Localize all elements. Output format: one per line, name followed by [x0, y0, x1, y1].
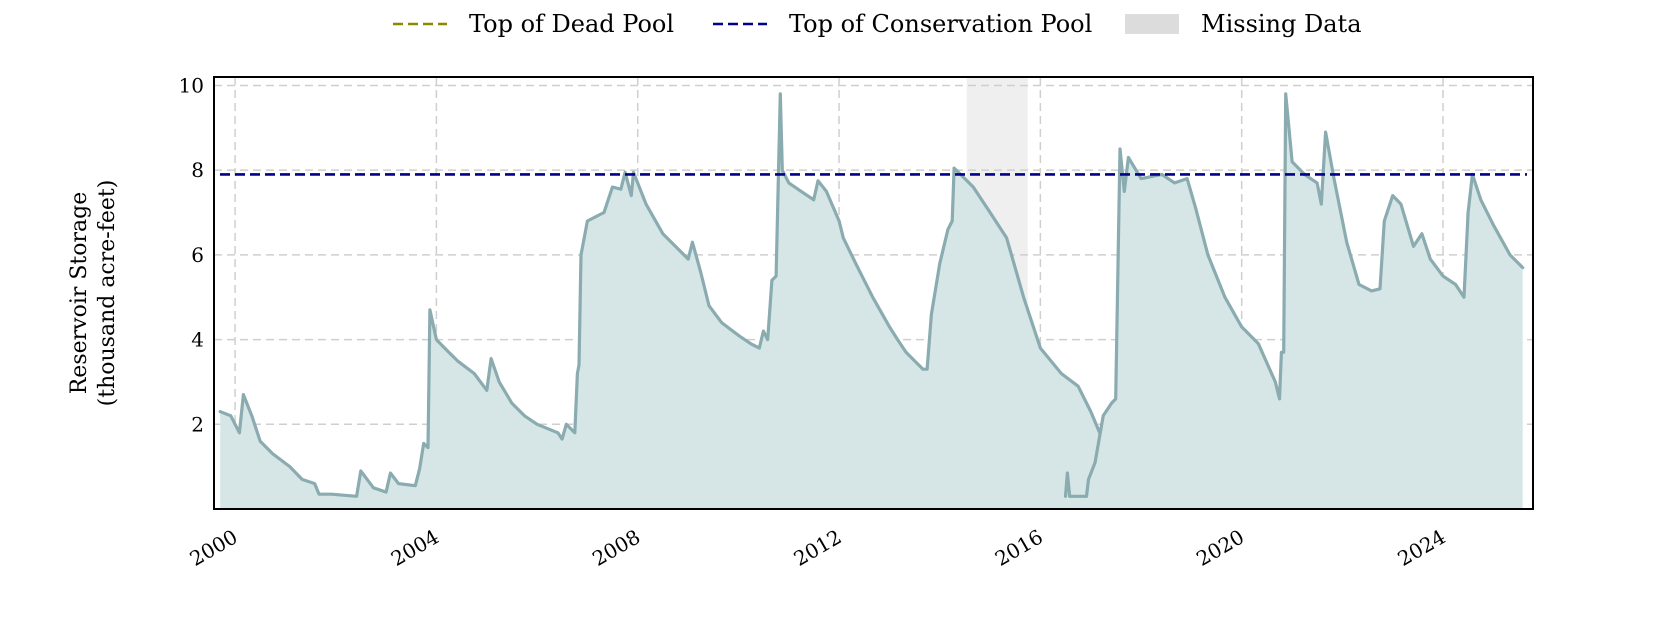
x-tick-label: 2016 [991, 525, 1047, 571]
y-tick-label: 6 [191, 243, 204, 267]
legend-label: Missing Data [1201, 10, 1362, 38]
y-tick-label: 2 [191, 412, 204, 436]
legend-label: Top of Conservation Pool [789, 10, 1092, 38]
y-axis-label-line: (thousand acre-feet) [95, 180, 120, 407]
y-tick-label: 4 [191, 328, 204, 352]
x-tick-label: 2012 [789, 525, 845, 571]
series-line [1063, 92, 1525, 498]
y-axis-label: Reservoir Storage (thousand acre-feet) [67, 180, 120, 407]
plot-frame [213, 76, 1534, 510]
y-tick-label: 10 [179, 73, 204, 97]
plot-area: 2 4 6 8 10 2000 2004 2008 2012 2016 2020 2024 [179, 73, 1534, 571]
series-area [220, 93, 1208, 510]
x-tick-label: 2004 [387, 525, 443, 571]
y-tick-label: 8 [191, 158, 204, 182]
x-tick-label: 2000 [185, 525, 241, 571]
x-tick-label: 2024 [1393, 525, 1449, 571]
x-tick-label: 2020 [1192, 525, 1248, 571]
legend-swatch-missing-data [1125, 14, 1179, 34]
series-line [218, 92, 1210, 498]
x-tick-label: 2008 [588, 525, 644, 571]
series-area [1065, 93, 1523, 510]
y-axis-label-line: Reservoir Storage [67, 192, 92, 395]
legend-label: Top of Dead Pool [469, 10, 674, 38]
legend: Top of Dead Pool Top of Conservation Pool… [393, 10, 1362, 38]
